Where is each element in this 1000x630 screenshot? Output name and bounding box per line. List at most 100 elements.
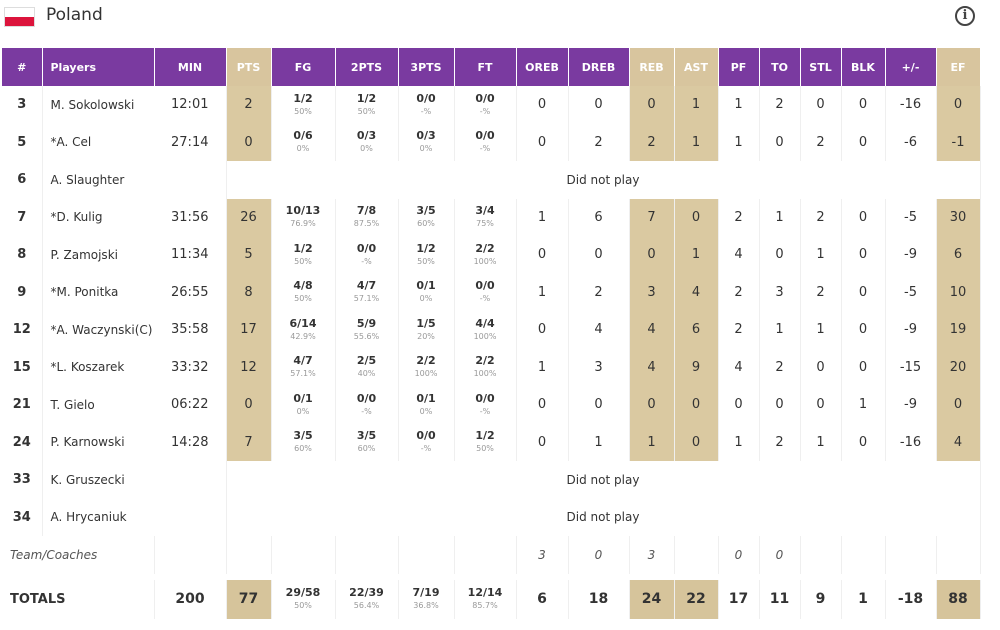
ft-cell: 2/2 100% — [454, 348, 517, 386]
empty-cell — [398, 536, 455, 577]
ef-cell: 10 — [936, 273, 981, 311]
ast-cell: 0 — [674, 386, 719, 424]
reb-cell: 3 — [629, 536, 675, 577]
to-cell: 1 — [759, 198, 801, 236]
three-pts-cell-made-attempted: 7/19 — [412, 586, 440, 599]
min-cell: 27:14 — [154, 123, 227, 161]
empty-cell — [226, 536, 272, 577]
column-header-dreb[interactable]: DREB — [568, 48, 630, 86]
pf-cell: 2 — [718, 273, 760, 311]
dreb-cell: 6 — [568, 198, 630, 236]
info-icon[interactable]: i — [955, 6, 975, 26]
totals-row: TOTALS 200 77 29/58 50% 22/39 56.4% 7/19 36.8% 12… — [2, 573, 981, 619]
min-cell: 33:32 — [154, 348, 227, 386]
column-header-pf[interactable]: PF — [718, 48, 760, 86]
column-header-reb[interactable]: REB — [629, 48, 675, 86]
ef-cell: 88 — [936, 573, 981, 619]
pts-cell: 26 — [226, 198, 272, 236]
did-not-play-label: Did not play — [226, 161, 981, 199]
two-pts-cell-made-attempted: 1/2 — [356, 91, 377, 105]
reb-cell: 3 — [629, 273, 675, 311]
ast-cell: 0 — [674, 423, 719, 461]
player-name[interactable]: *A. Waczynski(C) — [50, 322, 153, 337]
player-number: 8 — [2, 236, 43, 274]
player-name[interactable]: M. Sokolowski — [50, 97, 135, 112]
column-header-ft[interactable]: FT — [454, 48, 517, 86]
fg-cell: 0/1 0% — [271, 386, 336, 424]
fg-cell: 0/6 0% — [271, 123, 336, 161]
ast-cell: 4 — [674, 273, 719, 311]
to-cell: 1 — [759, 311, 801, 349]
three-pts-cell-made-attempted: 1/5 — [416, 316, 436, 330]
pts-cell: 8 — [226, 273, 272, 311]
stl-cell: 0 — [800, 86, 842, 124]
player-name[interactable]: *M. Ponitka — [50, 285, 119, 300]
player-row: 5 *A. Cel 27:14 0 0/6 0% 0/3 0% 0/3 0% 0/0 -% 0 2 2 1 1 0… — [2, 123, 981, 161]
three-pts-cell-percentage: 20% — [417, 331, 435, 341]
player-name[interactable]: *A. Cel — [50, 135, 92, 150]
dreb-cell: 0 — [568, 386, 630, 424]
fg-cell-percentage: 50% — [294, 106, 312, 116]
reb-cell: 1 — [629, 423, 675, 461]
stl-cell: 1 — [800, 236, 842, 274]
pf-cell: 0 — [718, 536, 760, 577]
did-not-play-label: Did not play — [226, 461, 981, 499]
column-header-3pts[interactable]: 3PTS — [398, 48, 455, 86]
column-header-2pts[interactable]: 2PTS — [335, 48, 399, 86]
dreb-cell: 3 — [568, 348, 630, 386]
player-number: 33 — [2, 461, 43, 499]
ef-cell: 6 — [936, 236, 981, 274]
column-header-ast[interactable]: AST — [674, 48, 719, 86]
column-header-[interactable]: +/- — [885, 48, 937, 86]
column-header-to[interactable]: TO — [759, 48, 801, 86]
fg-cell: 10/13 76.9% — [271, 198, 336, 236]
player-name[interactable]: A. Slaughter — [50, 172, 125, 187]
pts-cell: 7 — [226, 423, 272, 461]
column-header-blk[interactable]: BLK — [841, 48, 886, 86]
ast-cell: 6 — [674, 311, 719, 349]
pf-cell: 4 — [718, 236, 760, 274]
column-header-stl[interactable]: STL — [800, 48, 842, 86]
ef-cell: 20 — [936, 348, 981, 386]
fg-cell: 1/2 50% — [271, 236, 336, 274]
two-pts-cell-percentage: 57.1% — [353, 294, 380, 304]
player-name[interactable]: K. Gruszecki — [50, 472, 125, 487]
player-row: 9 *M. Ponitka 26:55 8 4/8 50% 4/7 57.1% 0/1 0% 0/0… — [2, 273, 981, 311]
min-cell — [154, 498, 227, 536]
ft-cell-percentage: -% — [479, 144, 491, 154]
two-pts-cell-made-attempted: 2/5 — [356, 354, 377, 368]
column-header-players[interactable]: Players — [42, 48, 155, 86]
column-header-fg[interactable]: FG — [271, 48, 336, 86]
ef-cell: 0 — [936, 386, 981, 424]
player-name[interactable]: P. Karnowski — [50, 435, 125, 450]
column-header-[interactable]: # — [2, 48, 43, 86]
two-pts-cell-percentage: 55.6% — [353, 331, 380, 341]
pts-cell: 12 — [226, 348, 272, 386]
three-pts-cell-percentage: 50% — [417, 256, 435, 266]
player-name[interactable]: P. Zamojski — [50, 247, 118, 262]
plus-minus-cell: -16 — [885, 86, 937, 124]
blk-cell: 1 — [841, 386, 886, 424]
player-row: 24 P. Karnowski 14:28 7 3/5 60% 3/5 60% 0/0 -% 1/2… — [2, 423, 981, 461]
player-number: 21 — [2, 386, 43, 424]
column-header-ef[interactable]: EF — [936, 48, 981, 86]
column-header-oreb[interactable]: OREB — [516, 48, 569, 86]
ft-cell-percentage: 100% — [473, 331, 497, 341]
dreb-cell: 0 — [568, 236, 630, 274]
oreb-cell: 1 — [516, 273, 569, 311]
player-name[interactable]: T. Gielo — [50, 397, 95, 412]
min-cell: 12:01 — [154, 86, 227, 124]
fg-cell-percentage: 76.9% — [290, 219, 316, 229]
column-header-pts[interactable]: PTS — [226, 48, 272, 86]
ft-cell: 0/0 -% — [454, 273, 517, 311]
ft-cell-percentage: 75% — [476, 219, 494, 229]
player-name[interactable]: *D. Kulig — [50, 210, 103, 225]
player-number: 3 — [2, 86, 43, 124]
player-name[interactable]: A. Hrycaniuk — [50, 510, 127, 525]
two-pts-cell: 3/5 60% — [335, 423, 399, 461]
min-cell: 26:55 — [154, 273, 227, 311]
plus-minus-cell: -5 — [885, 273, 937, 311]
player-name[interactable]: *L. Koszarek — [50, 360, 125, 375]
column-header-min[interactable]: MIN — [154, 48, 227, 86]
two-pts-cell-percentage: 0% — [360, 144, 373, 154]
